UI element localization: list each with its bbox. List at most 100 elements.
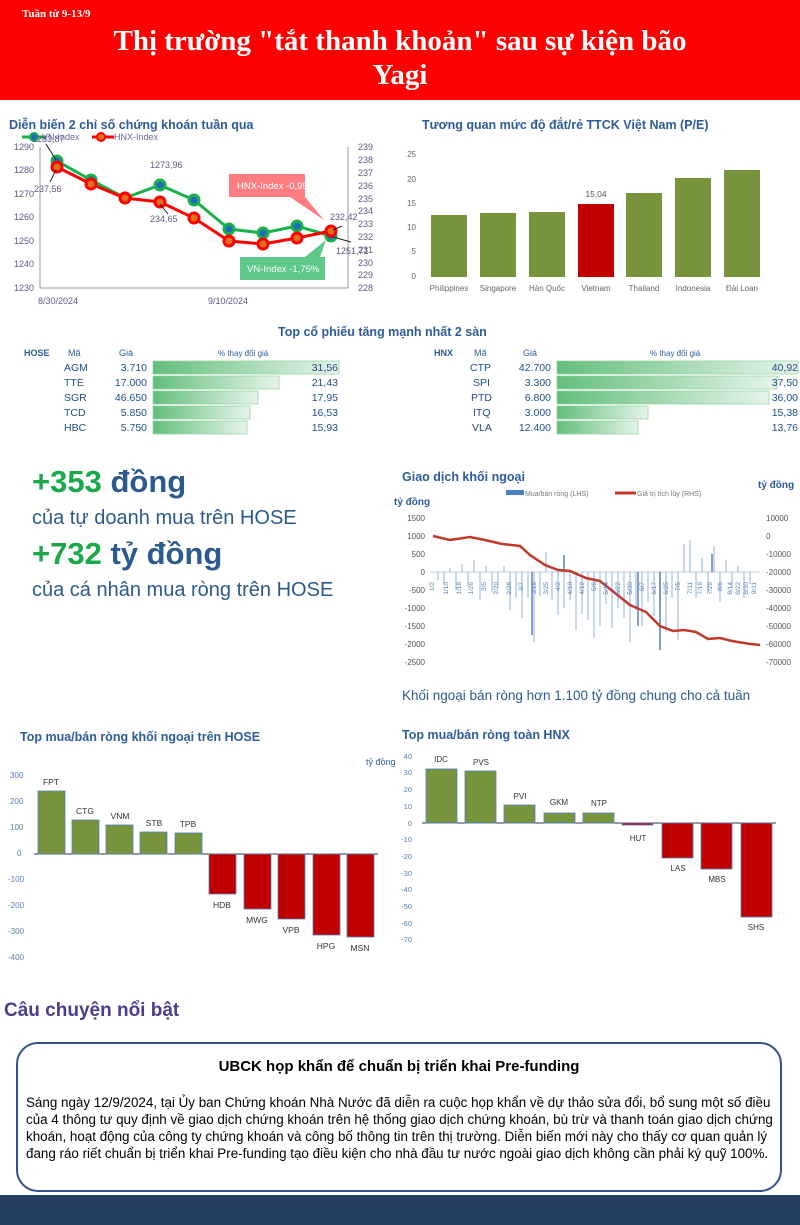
svg-text:CTP: CTP — [470, 362, 491, 374]
svg-text:-1000: -1000 — [405, 604, 426, 613]
svg-text:-60: -60 — [401, 919, 412, 928]
page-title: Thị trường "tắt thanh khoản" sau sự kiện… — [113, 25, 687, 91]
svg-text:-50000: -50000 — [766, 622, 791, 631]
svg-text:3/25: 3/25 — [543, 582, 550, 595]
svg-text:1280: 1280 — [14, 165, 34, 175]
svg-text:IDC: IDC — [434, 755, 448, 764]
svg-text:HUT: HUT — [630, 834, 647, 843]
svg-text:232: 232 — [358, 232, 373, 242]
svg-text:5.750: 5.750 — [121, 422, 147, 434]
svg-text:-60000: -60000 — [766, 640, 791, 649]
svg-text:1500: 1500 — [407, 514, 425, 523]
svg-text:238: 238 — [358, 155, 373, 165]
svg-text:3/7: 3/7 — [518, 582, 525, 591]
svg-text:LAS: LAS — [670, 864, 685, 873]
svg-text:3/15: 3/15 — [531, 582, 538, 595]
top-stocks-title: Top cổ phiếu tăng mạnh nhất 2 sàn — [278, 325, 487, 339]
svg-text:VN-Index -1,75%: VN-Index -1,75% — [247, 264, 320, 275]
svg-text:6/17: 6/17 — [651, 582, 658, 595]
svg-text:17.000: 17.000 — [115, 377, 147, 389]
svg-text:% thay đổi giá: % thay đổi giá — [650, 349, 701, 358]
svg-text:-300: -300 — [8, 927, 25, 936]
svg-text:SGR: SGR — [64, 392, 87, 404]
svg-text:8/30/2024: 8/30/2024 — [38, 296, 78, 306]
svg-text:-1500: -1500 — [405, 622, 426, 631]
svg-text:-20000: -20000 — [766, 568, 791, 577]
svg-text:HNX-Index: HNX-Index — [114, 132, 159, 142]
story-section-title: Câu chuyện nổi bật — [4, 1000, 180, 1021]
svg-text:-70: -70 — [401, 935, 412, 944]
hose-top-stocks-table: HOSE Mã Giá % thay đổi giá AGM TTE SGR T… — [24, 348, 340, 435]
svg-text:-100: -100 — [8, 875, 25, 884]
svg-text:1/18: 1/18 — [456, 582, 463, 595]
svg-text:237: 237 — [358, 168, 373, 178]
index-line-chart: VN-Index HNX-Index 1290 1280 1270 1260 1… — [14, 132, 373, 306]
svg-text:7/29: 7/29 — [707, 582, 714, 595]
svg-text:Hàn Quốc: Hàn Quốc — [529, 284, 565, 293]
svg-text:MSN: MSN — [351, 943, 370, 953]
svg-text:HDB: HDB — [213, 900, 231, 910]
svg-text:Mua/bán ròng (LHS): Mua/bán ròng (LHS) — [525, 491, 588, 498]
svg-text:-200: -200 — [8, 901, 25, 910]
svg-text:HBC: HBC — [64, 422, 87, 434]
hnx-foreign-title: Top mua/bán ròng toàn HNX — [402, 728, 570, 742]
svg-text:2/28: 2/28 — [506, 582, 513, 595]
svg-text:VPB: VPB — [282, 925, 299, 935]
svg-text:TCD: TCD — [64, 407, 86, 419]
svg-text:5/22: 5/22 — [615, 582, 622, 595]
svg-text:5: 5 — [412, 247, 417, 256]
svg-text:239: 239 — [358, 142, 373, 152]
svg-text:236: 236 — [358, 181, 373, 191]
svg-text:232,42: 232,42 — [330, 212, 358, 222]
svg-text:13,76: 13,76 — [772, 422, 798, 434]
svg-text:2/5: 2/5 — [481, 582, 488, 591]
svg-text:1000: 1000 — [407, 532, 425, 541]
svg-text:PVI: PVI — [514, 792, 527, 801]
svg-text:1250: 1250 — [14, 236, 34, 246]
foreign-trading-chart: tỷ đồng tỷ đồng Mua/bán ròng (LHS) Giá t… — [394, 480, 794, 667]
hose-foreign-bar-chart: 300 200 100 0 -100 -200 -300 -400 FPT CT… — [8, 771, 378, 962]
svg-text:233: 233 — [358, 219, 373, 229]
svg-text:-70000: -70000 — [766, 658, 791, 667]
svg-text:VLA: VLA — [472, 422, 492, 434]
svg-text:Mã: Mã — [474, 348, 487, 358]
svg-text:10000: 10000 — [766, 514, 789, 523]
svg-text:3.300: 3.300 — [525, 377, 551, 389]
svg-text:NTP: NTP — [591, 799, 607, 808]
svg-text:-40: -40 — [401, 885, 412, 894]
story-body: Sáng ngày 12/9/2024, tại Ủy ban Chứng kh… — [26, 1095, 773, 1161]
svg-text:9/10/2024: 9/10/2024 — [208, 296, 248, 306]
svg-text:-10000: -10000 — [766, 550, 791, 559]
svg-text:Philippines: Philippines — [430, 284, 469, 293]
svg-text:237,56: 237,56 — [34, 184, 62, 194]
svg-text:12.400: 12.400 — [519, 422, 551, 434]
svg-text:235: 235 — [358, 194, 373, 204]
svg-text:15,38: 15,38 — [772, 407, 798, 419]
svg-text:Mã: Mã — [68, 348, 81, 358]
svg-text:1230: 1230 — [14, 283, 34, 293]
svg-text:HNX-Index -0,95%: HNX-Index -0,95% — [237, 181, 317, 192]
svg-text:0: 0 — [766, 532, 771, 541]
svg-text:tỷ đồng: tỷ đồng — [758, 480, 794, 491]
svg-text:0: 0 — [421, 568, 426, 577]
svg-text:6/25: 6/25 — [663, 582, 670, 595]
svg-text:20: 20 — [407, 175, 416, 184]
svg-text:8/30: 8/30 — [743, 582, 750, 595]
svg-text:9/11: 9/11 — [751, 582, 758, 595]
svg-text:TTE: TTE — [64, 377, 84, 389]
story-card: UBCK họp khẩn để chuẩn bị triển khai Pre… — [16, 1042, 782, 1192]
svg-text:37,50: 37,50 — [772, 377, 798, 389]
highlight-proprietary: +353 đồng — [32, 464, 187, 499]
svg-text:-30000: -30000 — [766, 586, 791, 595]
svg-text:10: 10 — [407, 223, 416, 232]
svg-text:tỷ đồng: tỷ đồng — [394, 496, 430, 508]
svg-text:ITQ: ITQ — [473, 407, 491, 419]
svg-text:SHS: SHS — [748, 923, 764, 932]
svg-text:AGM: AGM — [64, 362, 88, 374]
svg-text:FPT: FPT — [43, 777, 59, 787]
svg-text:Đài Loan: Đài Loan — [726, 284, 758, 293]
svg-text:VN-Index: VN-Index — [42, 132, 80, 142]
svg-text:234,65: 234,65 — [150, 214, 178, 224]
highlight-proprietary-desc: của tự doanh mua trên HOSE — [32, 507, 297, 529]
svg-text:36,00: 36,00 — [772, 392, 798, 404]
